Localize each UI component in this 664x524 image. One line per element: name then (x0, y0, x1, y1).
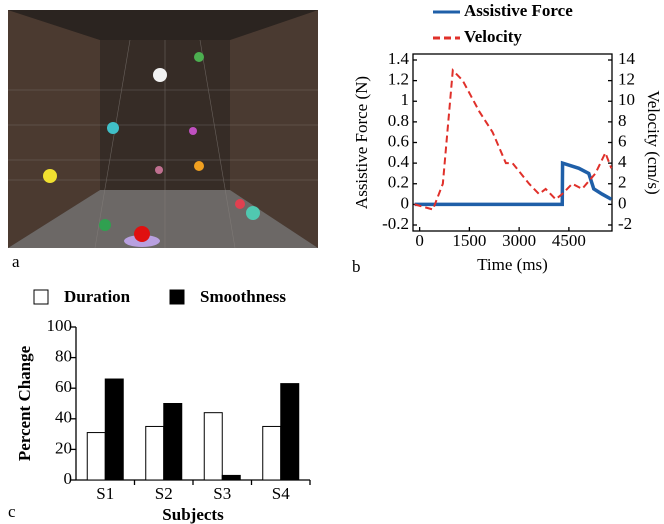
y2-tick-label: 4 (618, 152, 627, 171)
y2-tick-label: -2 (618, 214, 632, 233)
y-tick-label: 0.2 (388, 173, 409, 192)
bar (262, 425, 282, 481)
y2-tick-label: 12 (618, 70, 635, 89)
x-tick-label: 1500 (452, 231, 486, 250)
y-tick-label: 0 (64, 469, 73, 488)
x-axis-label: Subjects (162, 505, 224, 524)
y2-tick-label: 14 (618, 49, 636, 68)
y-tick-label: 1 (401, 90, 410, 109)
y-tick-label: 60 (55, 377, 72, 396)
legend-label: Smoothness (200, 287, 286, 306)
y2-tick-label: 8 (618, 111, 627, 130)
y-tick-label: 20 (55, 438, 72, 457)
panel-label: a (12, 252, 20, 271)
panel-label: c (8, 502, 16, 521)
left-wall (8, 10, 100, 248)
y-axis-label: Assistive Force (N) (352, 76, 371, 209)
y-tick-label: 80 (55, 347, 72, 366)
y-tick-label: 0 (401, 193, 410, 212)
grid-lines (8, 39, 318, 249)
legend-swatch (33, 289, 49, 305)
y-tick-label: 0.4 (388, 152, 410, 171)
scene-image (8, 10, 318, 249)
x-tick-label: S3 (213, 484, 231, 503)
right-wall (230, 10, 318, 248)
bar (145, 425, 165, 481)
panel-label: b (352, 257, 361, 276)
x-tick-label: 0 (415, 231, 424, 250)
x-tick-label: S2 (155, 484, 173, 503)
ceiling (8, 10, 318, 40)
y-tick-label: 1.2 (388, 70, 409, 89)
bar (86, 432, 106, 481)
data-line (414, 160, 613, 207)
x-axis-label: Time (ms) (477, 255, 548, 274)
y2-tick-label: 6 (618, 131, 627, 150)
y-tick-label: 100 (47, 316, 73, 335)
y-tick-label: 40 (55, 408, 72, 427)
bar (203, 412, 223, 481)
y2-axis-label: Velocity (cm/s) (644, 90, 663, 194)
bar (280, 383, 300, 481)
x-tick-label: S1 (96, 484, 114, 503)
y-tick-label: 0.8 (388, 111, 409, 130)
y2-tick-label: 0 (618, 193, 627, 212)
legend-label: Duration (64, 287, 131, 306)
y2-tick-label: 10 (618, 90, 635, 109)
data-line (414, 68, 613, 211)
x-tick-label: 4500 (552, 231, 586, 250)
x-tick-label: 3000 (502, 231, 536, 250)
bar (221, 474, 241, 481)
legend-swatch (169, 289, 185, 305)
legend-label: Assistive Force (464, 1, 573, 20)
x-tick-label: S4 (272, 484, 290, 503)
bar (163, 403, 183, 481)
y-tick-label: -0.2 (382, 214, 409, 233)
legend-label: Velocity (464, 27, 522, 46)
y-tick-label: 1.4 (388, 49, 410, 68)
bar (104, 378, 124, 481)
y-axis-label: Percent Change (15, 345, 34, 461)
y2-tick-label: 2 (618, 173, 627, 192)
y-tick-label: 0.6 (388, 131, 409, 150)
